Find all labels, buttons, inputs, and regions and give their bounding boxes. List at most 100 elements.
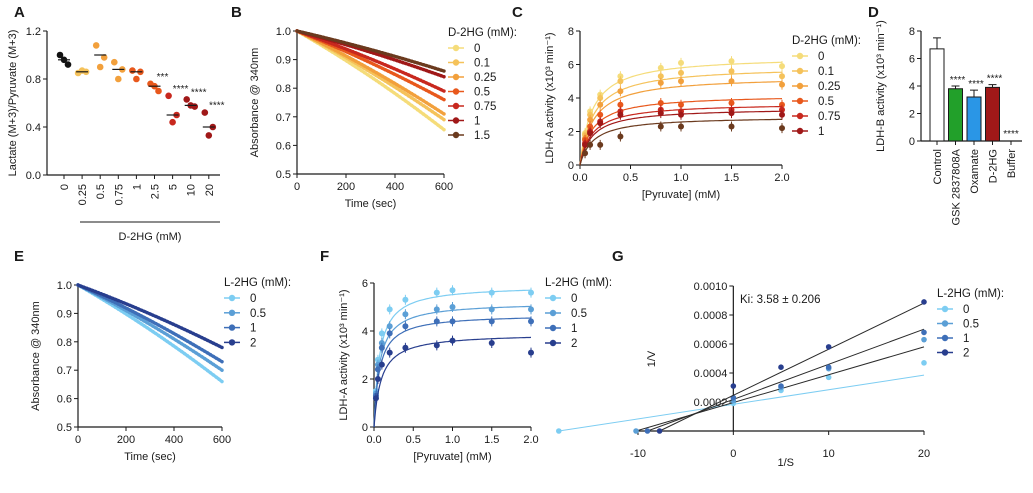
series-point [136, 315, 141, 320]
series-point [136, 320, 141, 324]
legend-label: 0 [818, 51, 824, 63]
series-point [220, 359, 224, 364]
data-point [587, 123, 594, 130]
series-point [365, 55, 370, 60]
series-point [113, 301, 118, 305]
series-point [380, 61, 384, 66]
series-point [442, 97, 446, 102]
data-point [587, 130, 594, 137]
series-point [392, 72, 396, 76]
series-point [386, 86, 390, 91]
bar [948, 88, 963, 142]
series-point [191, 331, 195, 336]
data-point [778, 364, 784, 371]
series-point [139, 317, 144, 322]
data-point [183, 96, 190, 103]
series-point [310, 32, 314, 37]
series-point [430, 109, 434, 114]
series-point [442, 112, 446, 116]
y-tick-label: 2 [909, 109, 915, 121]
series-point [398, 59, 402, 64]
series-point [217, 344, 221, 348]
data-point [597, 95, 604, 101]
series-point [191, 349, 195, 353]
data-point [921, 336, 927, 343]
series-point [377, 53, 382, 57]
data-point [728, 100, 735, 107]
y-tick-label: 0.8 [57, 337, 72, 349]
series-point [386, 52, 390, 57]
series-point [339, 40, 343, 44]
series-point [374, 59, 379, 63]
series-point [412, 64, 417, 69]
data-point [657, 100, 664, 107]
series-point [430, 83, 434, 88]
series-point [205, 351, 210, 355]
data-point [597, 101, 604, 108]
y-tick-label: 0.9 [276, 55, 291, 67]
y-tick-label: 0.5 [276, 169, 291, 181]
data-point [129, 67, 136, 74]
y-tick-label: 8 [909, 26, 915, 38]
series-point [318, 34, 323, 39]
data-point [778, 383, 784, 389]
series-point [119, 300, 123, 304]
data-point [617, 73, 624, 80]
series-point [392, 91, 396, 95]
series-point [365, 59, 370, 64]
legend-label: 0.1 [474, 58, 490, 70]
series-point [333, 38, 337, 42]
series-point [304, 31, 308, 35]
legend-marker [228, 309, 236, 316]
series-point [162, 318, 167, 322]
series-point [351, 63, 355, 67]
x-tick-label: 0.75 [113, 184, 125, 205]
series-point [307, 32, 311, 36]
series-point [200, 364, 204, 368]
series-point [351, 43, 355, 47]
data-point [155, 87, 162, 95]
legend-label: 2 [250, 337, 256, 349]
series-point [389, 57, 393, 61]
series-point [398, 56, 402, 60]
series-point [427, 116, 431, 121]
series-point [433, 93, 437, 97]
x-tick-label: 0 [75, 434, 81, 446]
series-point [398, 75, 402, 79]
series-point [154, 314, 158, 319]
series-point [205, 358, 210, 363]
y-tick-label: 4 [362, 326, 368, 338]
x-tick-label: GSK 2837808A [951, 148, 963, 225]
series-point [377, 80, 382, 85]
series-point [439, 96, 443, 100]
series-point [401, 60, 405, 65]
series-point [427, 102, 431, 107]
series-point [214, 364, 218, 369]
series-point [389, 65, 393, 70]
series-point [424, 88, 429, 93]
series-point [368, 74, 373, 79]
series-point [430, 70, 434, 75]
series-point [351, 50, 355, 54]
series-point [430, 118, 434, 123]
legend-label: 1 [571, 323, 577, 335]
series-point [395, 86, 399, 91]
series-point [395, 93, 399, 97]
series-point [84, 286, 89, 290]
series-point [398, 69, 402, 73]
series-point [298, 29, 302, 34]
series-point [374, 78, 379, 83]
series-point [194, 360, 198, 364]
x-tick-label: 1 [131, 184, 143, 190]
x-tick-label: 2.0 [774, 172, 789, 184]
series-point [336, 50, 340, 54]
legend-marker [549, 309, 557, 317]
series-point [131, 316, 135, 320]
y-tick-label: 0.4 [26, 122, 41, 134]
series-point [315, 34, 320, 38]
y-axis-label: LDH-A activity (x10³ min⁻¹) [544, 32, 556, 163]
series-point [90, 288, 95, 293]
x-tick-label: Control [932, 149, 944, 184]
x-axis-label: D-2HG (mM) [119, 231, 182, 243]
series-point [122, 311, 126, 315]
